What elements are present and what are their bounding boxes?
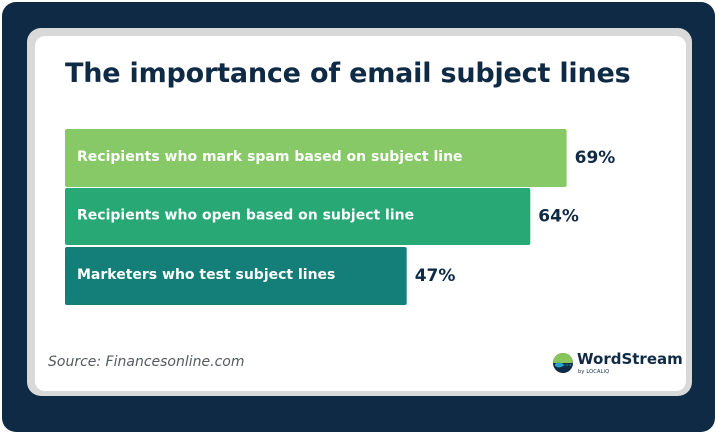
bar-label-1: Recipients who mark spam based on subjec…: [77, 149, 463, 165]
wordstream-logo-icon: [553, 353, 573, 373]
wordstream-byline: by LOCALiQ: [578, 369, 610, 375]
bar-label-3: Marketers who test subject lines: [77, 267, 335, 283]
bar-3: [65, 247, 407, 305]
wordstream-wordmark: WordStream: [577, 350, 683, 368]
bar-value-1: 69%: [575, 148, 616, 168]
bar-value-2: 64%: [538, 207, 579, 227]
bar-2: [65, 188, 531, 245]
source-note: Source: Financesonline.com: [48, 354, 245, 370]
bar-label-2: Recipients who open based on subject lin…: [77, 208, 414, 224]
chart-title: The importance of email subject lines: [65, 58, 631, 89]
bar-1: [65, 129, 567, 187]
bar-value-3: 47%: [415, 266, 456, 286]
wordstream-logo: WordStream by LOCALiQ: [552, 350, 683, 378]
